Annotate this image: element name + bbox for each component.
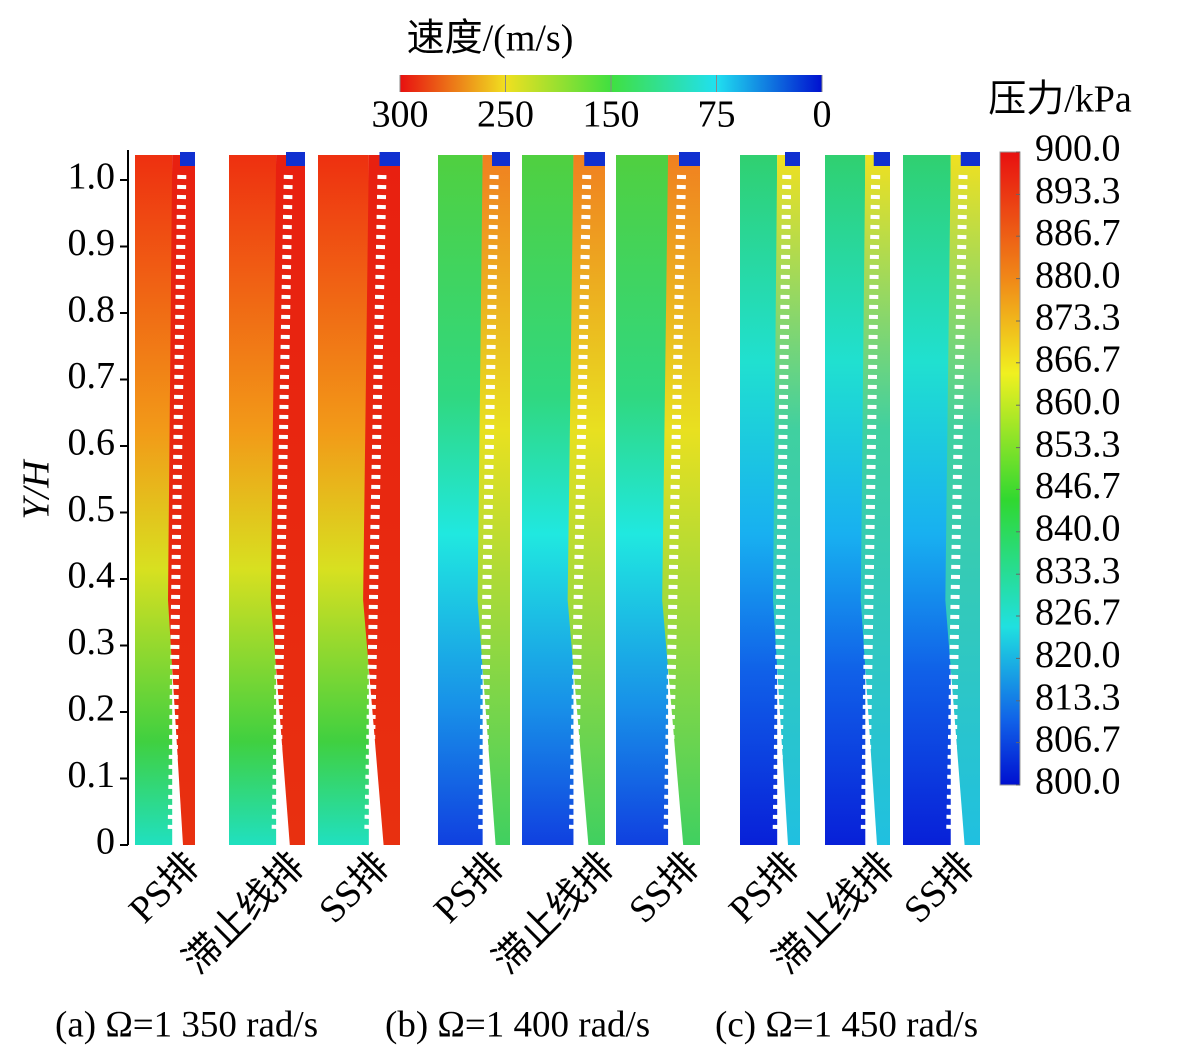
contour-field xyxy=(438,155,483,845)
panel-label: (b) Ω=1 400 rad/s xyxy=(385,1004,650,1045)
contour-field xyxy=(168,155,195,845)
y-tick-label: 0.8 xyxy=(68,289,116,331)
contour-field xyxy=(662,155,700,845)
contour-field xyxy=(945,155,980,845)
contour-field xyxy=(270,155,305,845)
colorbar-tick-label: 860.0 xyxy=(1035,381,1121,423)
column-label: PS排 xyxy=(426,845,512,931)
colorbar-tick-label: 866.7 xyxy=(1035,339,1121,381)
contour-field xyxy=(318,155,369,845)
y-tick-label: 0.5 xyxy=(68,488,116,530)
colorbar-tick-label: 813.3 xyxy=(1035,677,1121,719)
hub-region xyxy=(379,152,400,166)
y-tick-label: 0.2 xyxy=(68,688,116,730)
contour-field xyxy=(740,155,778,845)
pressure-colorbar-title: 压力/kPa xyxy=(988,79,1132,121)
contour-field xyxy=(363,155,400,845)
contour-field xyxy=(825,155,866,845)
colorbar-tick-label: 300 xyxy=(372,94,429,136)
colorbar-tick-label: 893.3 xyxy=(1035,170,1121,212)
colorbar-tick-label: 853.3 xyxy=(1035,423,1121,465)
hub-region xyxy=(180,152,195,166)
colorbar-tick-label: 873.3 xyxy=(1035,297,1121,339)
contour-field xyxy=(567,155,605,845)
y-tick-label: 0 xyxy=(96,821,115,863)
column-label: SS排 xyxy=(621,845,707,931)
panel-label: (c) Ω=1 450 rad/s xyxy=(715,1004,978,1045)
hub-region xyxy=(584,152,605,166)
y-tick-label: 0.7 xyxy=(68,355,116,397)
hub-region xyxy=(492,152,510,166)
colorbar-tick-label: 800.0 xyxy=(1035,761,1121,803)
contour-field xyxy=(477,155,510,845)
colorbar-tick-label: 886.7 xyxy=(1035,212,1121,254)
column-label: 滞止线排 xyxy=(485,845,622,982)
y-axis-label: Y/H xyxy=(16,458,58,520)
colorbar-tick-label: 150 xyxy=(583,94,640,136)
y-tick-label: 0.3 xyxy=(68,621,116,663)
colorbar-tick-label: 826.7 xyxy=(1035,592,1121,634)
contour-field xyxy=(773,155,800,845)
colorbar-tick-label: 840.0 xyxy=(1035,508,1121,550)
hub-region xyxy=(785,152,800,166)
hub-region xyxy=(873,152,890,166)
contour-field xyxy=(616,155,669,845)
contour-field xyxy=(135,155,173,845)
colorbar-tick-label: 900.0 xyxy=(1035,128,1121,170)
panel-label: (a) Ω=1 350 rad/s xyxy=(55,1004,318,1045)
column-label: PS排 xyxy=(121,845,207,931)
pressure-colorbar xyxy=(999,151,1021,786)
hub-region xyxy=(679,152,700,166)
contour-panels xyxy=(135,152,980,845)
y-tick-label: 0.6 xyxy=(68,422,116,464)
column-label: PS排 xyxy=(721,845,807,931)
colorbar-tick-label: 833.3 xyxy=(1035,550,1121,592)
y-tick-label: 0.9 xyxy=(68,222,116,264)
colorbar-tick-label: 820.0 xyxy=(1035,634,1121,676)
colorbar-tick-label: 75 xyxy=(698,94,736,136)
colorbar-tick-label: 846.7 xyxy=(1035,465,1121,507)
hub-region xyxy=(286,152,305,166)
contour-field xyxy=(860,155,890,845)
hub-region xyxy=(960,152,980,166)
colorbar-tick-label: 250 xyxy=(477,94,534,136)
contour-field xyxy=(903,155,951,845)
column-label: SS排 xyxy=(311,845,397,931)
column-label: SS排 xyxy=(896,845,982,931)
colorbar-tick-label: 880.0 xyxy=(1035,254,1121,296)
y-tick-label: 1.0 xyxy=(68,156,116,198)
y-tick-label: 0.4 xyxy=(68,555,116,597)
colorbar-tick-label: 0 xyxy=(813,94,832,136)
velocity-colorbar-title: 速度/(m/s) xyxy=(407,18,574,60)
y-tick-label: 0.1 xyxy=(68,754,116,796)
colorbar-tick-label: 806.7 xyxy=(1035,718,1121,760)
contour-field xyxy=(522,155,574,845)
contour-field xyxy=(229,155,277,845)
